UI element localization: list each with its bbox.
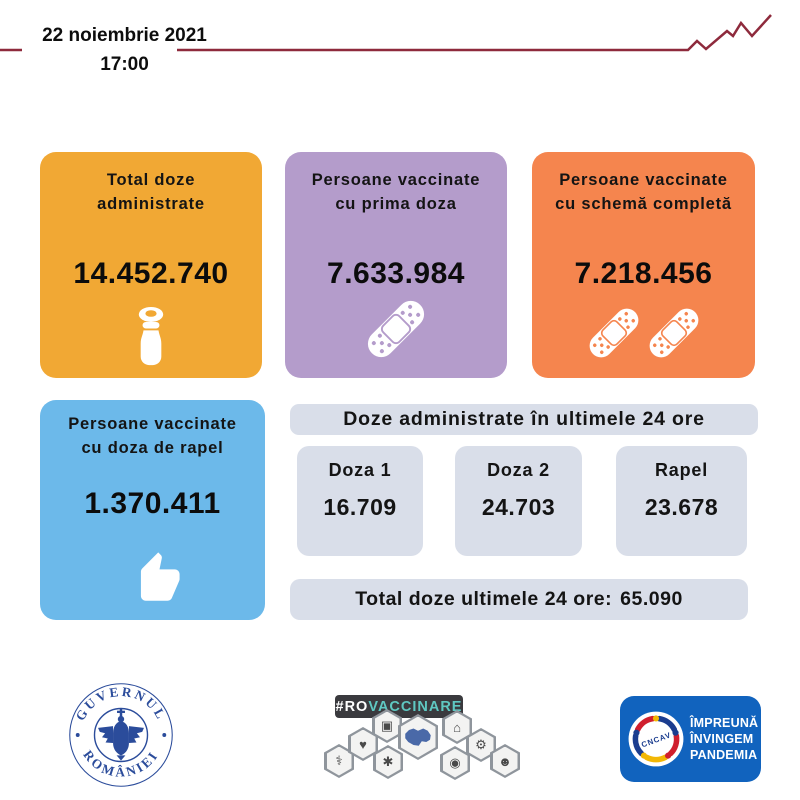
card-booster-value: 1.370.411 <box>84 486 221 520</box>
card-full-schedule: Persoane vaccinate cu schemă completă 7.… <box>532 152 755 378</box>
dose2-label: Doza 2 <box>487 460 550 480</box>
hexagon-medical-cross: ✱ <box>373 745 403 779</box>
vaccine-vial-icon <box>130 306 172 378</box>
last24-card-booster: Rapel 23.678 <box>616 446 747 556</box>
booster-value: 23.678 <box>644 494 719 520</box>
label-line-1: Persoane vaccinate <box>68 415 237 433</box>
last24-total-value: 65.090 <box>620 588 683 610</box>
hexagon-romania-map <box>398 714 438 760</box>
card-first-dose: Persoane vaccinate cu prima doza 7.633.9… <box>285 152 507 378</box>
label-line-2: cu schemă completă <box>555 194 732 213</box>
eye-icon: ◉ <box>449 755 461 770</box>
card-full-schedule-value: 7.218.456 <box>574 256 713 290</box>
label-line-2: cu doza de rapel <box>81 438 224 457</box>
last24-total: Total doze ultimele 24 ore: 65.090 <box>290 579 748 620</box>
medical-cross-icon: ✱ <box>382 754 394 769</box>
dose1-value: 16.709 <box>323 494 397 520</box>
thumbs-up-icon <box>124 550 182 620</box>
cncav-logo: CNCAV ÎMPREUNĂ ÎNVINGEM PANDEMIA <box>620 696 761 782</box>
label-line-1: Persoane vaccinate <box>559 171 728 189</box>
card-booster-label: Persoane vaccinate cu doza de rapel <box>68 400 237 461</box>
dose2-value: 24.703 <box>481 494 556 520</box>
double-bandage-icon <box>581 300 707 378</box>
last24-card-dose2: Doza 2 24.703 <box>455 446 582 556</box>
label-line-2: cu prima doza <box>335 194 457 213</box>
cncav-slogan: ÎMPREUNĂ ÎNVINGEM PANDEMIA <box>690 715 758 764</box>
camera-icon: ▣ <box>380 718 394 733</box>
people-icon: ☻ <box>498 753 512 769</box>
hashtag-prefix: #RO <box>335 698 369 715</box>
card-booster: Persoane vaccinate cu doza de rapel 1.37… <box>40 400 265 620</box>
last24-title: Doze administrate în ultimele 24 ore <box>290 404 758 435</box>
last24-card-dose1: Doza 1 16.709 <box>297 446 423 556</box>
report-time: 17:00 <box>100 54 149 75</box>
report-date: 22 noiembrie 2021 <box>42 25 207 46</box>
hashtag-name: VACCINARE <box>368 698 463 715</box>
card-total-doses: Total doze administrate 14.452.740 <box>40 152 262 378</box>
heart-icon: ♥ <box>359 736 367 752</box>
hexagon-people: ☻ <box>490 744 520 778</box>
romania-map-icon <box>405 728 431 746</box>
booster-label: Rapel <box>654 460 709 480</box>
government-of-romania-seal: GUVERNUL ROMÂNIEI <box>69 683 173 787</box>
card-first-dose-value: 7.633.984 <box>327 256 465 290</box>
bandage-icon <box>358 291 434 379</box>
hexagon-camera: ▣ <box>372 709 402 743</box>
slogan-line-3: PANDEMIA <box>690 748 758 763</box>
card-full-schedule-label: Persoane vaccinate cu schemă completă <box>555 152 732 217</box>
label-line-1: Total doze <box>106 171 196 189</box>
label-line-2: administrate <box>97 194 205 213</box>
hexagon-eye: ◉ <box>440 746 470 780</box>
label-line-1: Persoane vaccinate <box>311 171 481 189</box>
card-total-doses-value: 14.452.740 <box>73 256 229 290</box>
rovaccinare-hashtag-badge: #RO VACCINARE <box>335 695 463 718</box>
card-first-dose-label: Persoane vaccinate cu prima doza <box>312 152 481 217</box>
eagle-crest-icon <box>93 707 149 763</box>
slogan-line-1: ÎMPREUNĂ <box>690 715 759 730</box>
card-total-doses-label: Total doze administrate <box>97 152 205 217</box>
last24-total-label: Total doze ultimele 24 ore: <box>355 588 613 610</box>
hospital-icon: ⌂ <box>453 719 461 735</box>
rovaccinare-logo: #RO VACCINARE ⚕ ♥ ▣ ✱ ⌂ ◉ ⚙ <box>318 692 528 784</box>
dose1-label: Doza 1 <box>328 460 392 480</box>
slogan-line-2: ÎNVINGEM <box>690 731 754 746</box>
cncav-circle-icon: CNCAV <box>628 711 684 767</box>
report-datetime: 22 noiembrie 2021 17:00 <box>12 25 237 76</box>
gear-icon: ⚙ <box>475 737 487 752</box>
stethoscope-icon: ⚕ <box>335 753 343 768</box>
trend-line-icon <box>0 14 772 52</box>
